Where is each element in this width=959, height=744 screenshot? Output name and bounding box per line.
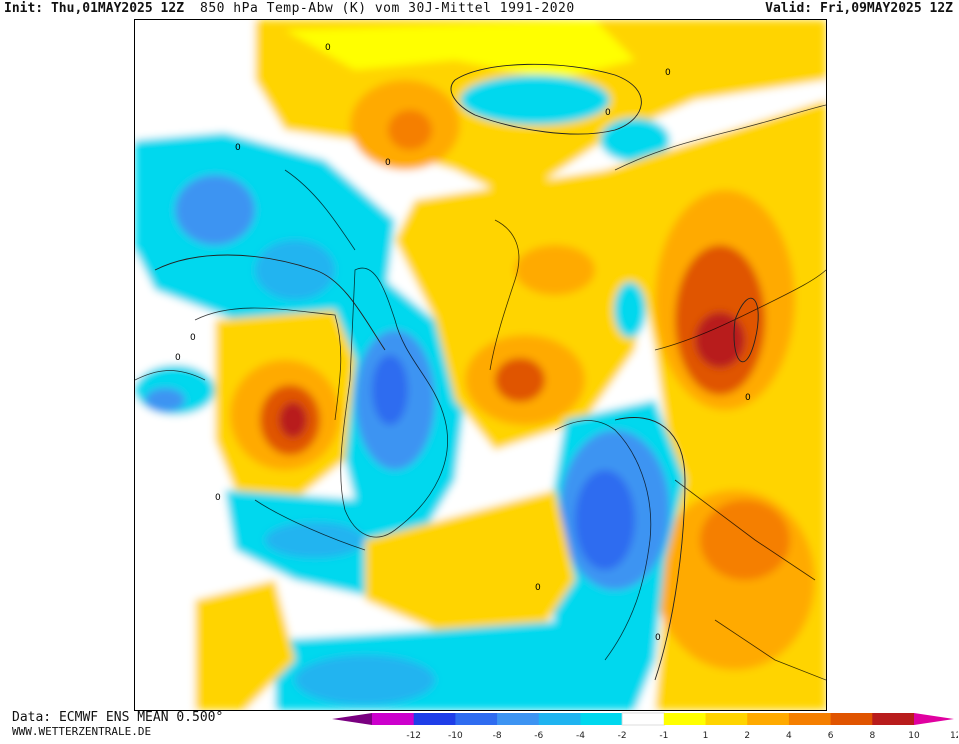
legend-tick-label: 4	[786, 731, 792, 740]
legend-tick-label: -10	[448, 731, 463, 740]
legend-swatch	[788, 713, 832, 725]
contour-label: 0	[235, 143, 241, 153]
legend-swatch	[455, 713, 498, 725]
contour-label: 0	[215, 493, 221, 503]
legend-tick-label: 12	[950, 731, 958, 740]
legend-tick-label: -8	[493, 731, 502, 740]
legend-tick-label: 6	[828, 731, 834, 740]
legend-swatch	[580, 713, 623, 725]
contour-label: 0	[535, 583, 541, 593]
legend-tick-label: -12	[406, 731, 421, 740]
legend-tick-label: -4	[576, 731, 585, 740]
legend-tick-label: 10	[908, 731, 920, 740]
legend-arrow-left	[332, 713, 372, 725]
contour-label: 0	[385, 158, 391, 168]
legend-tick-label: 8	[869, 731, 875, 740]
init-value: Thu,01MAY2025 12Z	[50, 1, 185, 16]
color-legend: -12-10-8-6-4-2-1124681012	[332, 710, 959, 741]
legend-swatch	[413, 713, 456, 725]
chart-title: 850 hPa Temp-Abw (K) vom 30J-Mittel 1991…	[200, 1, 575, 16]
contour-label: 0	[655, 633, 661, 643]
contour-label: 0	[325, 43, 331, 53]
contour-label: 0	[175, 353, 181, 363]
contour-label: 0	[190, 333, 196, 343]
legend-arrow-right	[914, 713, 954, 725]
legend-swatch	[747, 713, 790, 725]
valid-value: Fri,09MAY2025 12Z	[819, 1, 953, 16]
contour-label: 0	[605, 108, 611, 118]
site-url: WWW.WETTERZENTRALE.DE	[12, 725, 152, 738]
legend-swatch	[497, 713, 540, 725]
legend-swatch	[538, 713, 581, 725]
data-source: Data: ECMWF ENS MEAN 0.500°	[12, 710, 224, 725]
legend-swatch	[621, 712, 665, 726]
legend-swatch	[663, 713, 707, 725]
init-label: Init: Thu,01MAY2025 12Z	[4, 1, 185, 16]
legend-swatch	[372, 713, 415, 725]
valid-label: Valid: Fri,09MAY2025 12Z	[765, 1, 953, 16]
legend-bar: -12-10-8-6-4-2-1124681012	[332, 712, 959, 741]
legend-swatch	[830, 713, 873, 725]
legend-tick-label: -2	[618, 731, 627, 740]
contour-label: 0	[745, 393, 751, 403]
legend-tick-label: -6	[534, 731, 543, 740]
legend-tick-label: 1	[703, 731, 709, 740]
legend-tick-label: 2	[744, 731, 750, 740]
legend-tick-label: -1	[659, 731, 668, 740]
contour-label: 0	[665, 68, 671, 78]
legend-swatch	[872, 713, 915, 725]
legend-swatch	[705, 713, 748, 725]
